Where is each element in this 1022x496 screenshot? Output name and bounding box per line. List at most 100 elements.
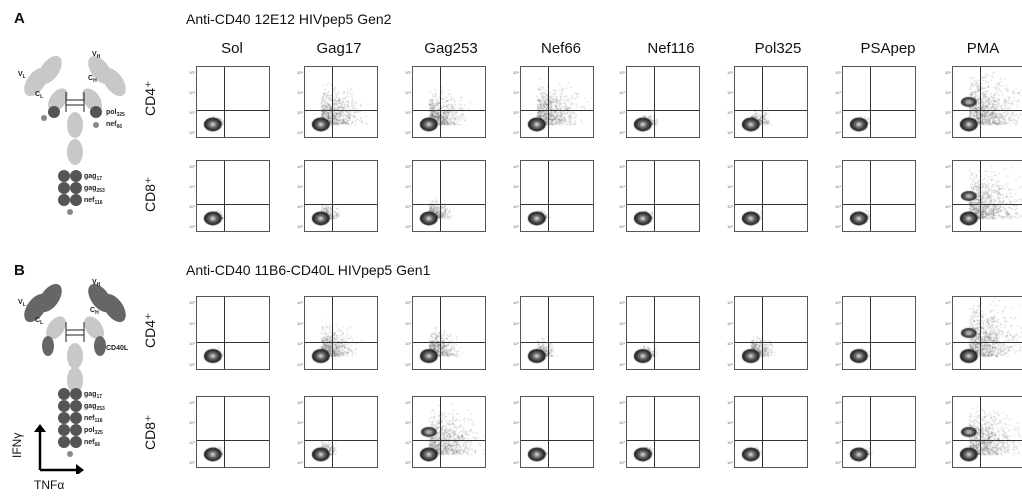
flow-plot-events	[197, 397, 269, 467]
svg-text:pol325: pol325	[84, 427, 103, 436]
flow-plot-events	[197, 297, 269, 369]
y-tick-label: 10³	[297, 341, 303, 347]
y-tick-label: 10³	[727, 341, 733, 347]
y-tick-label: 10³	[619, 341, 625, 347]
flow-plot-b-cd8-gag253	[412, 396, 486, 468]
y-tick-label: 10³	[513, 204, 519, 209]
quadrant-gate-vertical	[654, 161, 655, 231]
y-tick-label: 10⁵	[405, 400, 412, 405]
flow-plot-b-cd4-nef66	[520, 296, 594, 370]
quadrant-gate-horizontal	[843, 204, 915, 205]
quadrant-gate-horizontal	[413, 440, 485, 441]
column-label-nef116: Nef116	[647, 40, 695, 57]
y-tick-label: 10⁴	[513, 90, 520, 95]
x-axis-label: TNFα	[34, 478, 65, 492]
y-tick-label: 10⁴	[945, 90, 952, 95]
y-tick-label: 10²	[835, 130, 841, 135]
y-tick-label: 10³	[189, 110, 195, 115]
quadrant-gate-horizontal	[843, 342, 915, 343]
flow-plot-a-cd8-gag17	[304, 160, 378, 232]
y-tick-label: 10⁵	[945, 300, 952, 305]
quadrant-gate-vertical	[332, 161, 333, 231]
quadrant-gate-vertical	[654, 397, 655, 467]
y-tick-label: 10²	[297, 362, 303, 367]
quadrant-gate-vertical	[654, 67, 655, 137]
y-tick-label: 10³	[945, 204, 951, 209]
flow-plot-events	[413, 297, 485, 369]
svg-text:gag17: gag17	[84, 391, 102, 400]
y-tick-label: 10²	[189, 460, 195, 465]
quadrant-gate-vertical	[762, 67, 763, 137]
quadrant-gate-horizontal	[953, 110, 1022, 111]
y-tick-label: 10⁵	[835, 400, 842, 405]
y-tick-label: 10⁵	[945, 400, 952, 405]
quadrant-gate-horizontal	[627, 440, 699, 441]
y-tick-label: 10⁵	[619, 300, 626, 305]
y-tick-label: 10³	[297, 204, 303, 209]
quadrant-gate-vertical	[870, 67, 871, 137]
column-label-sol: Sol	[221, 40, 243, 57]
flow-plot-events	[305, 67, 377, 137]
y-tick-label: 10⁵	[619, 164, 626, 169]
quadrant-gate-horizontal	[735, 342, 807, 343]
y-tick-label: 10⁴	[835, 90, 842, 95]
flow-plot-events	[627, 161, 699, 231]
flow-plot-b-cd4-gag17	[304, 296, 378, 370]
quadrant-gate-vertical	[224, 297, 225, 369]
y-tick-label: 10³	[189, 440, 195, 445]
y-tick-label: 10³	[189, 204, 195, 209]
y-tick-label: 10³	[513, 341, 519, 347]
quadrant-gate-horizontal	[627, 204, 699, 205]
y-tick-label: 10²	[405, 224, 411, 229]
y-tick-label: 10²	[945, 460, 951, 465]
flow-plot-a-cd8-pma	[952, 160, 1022, 232]
svg-text:gag17: gag17	[84, 173, 102, 182]
y-tick-label: 10⁴	[727, 184, 734, 189]
y-tick-label: 10⁴	[405, 420, 412, 425]
flow-plot-events	[735, 297, 807, 369]
flow-plot-b-cd4-gag253	[412, 296, 486, 370]
y-tick-label: 10⁴	[189, 320, 196, 326]
flow-plot-a-cd4-sol	[196, 66, 270, 138]
quadrant-gate-horizontal	[305, 204, 377, 205]
svg-text:VL: VL	[18, 71, 26, 80]
quadrant-gate-horizontal	[521, 440, 593, 441]
y-tick-label: 10⁴	[619, 184, 626, 189]
y-tick-label: 10⁵	[513, 164, 520, 169]
flow-plot-a-cd4-nef66	[520, 66, 594, 138]
y-tick-label: 10⁵	[405, 300, 412, 305]
panel-b-title: Anti-CD40 11B6-CD40L HIVpep5 Gen1	[186, 262, 431, 278]
y-tick-label: 10²	[945, 224, 951, 229]
y-tick-label: 10³	[189, 341, 195, 347]
flow-plot-events	[735, 397, 807, 467]
flow-plot-events	[521, 397, 593, 467]
y-tick-label: 10⁵	[297, 300, 304, 305]
y-tick-label: 10²	[189, 130, 195, 135]
y-tick-label: 10²	[727, 130, 733, 135]
svg-text:CL: CL	[35, 91, 43, 100]
y-tick-label: 10⁴	[727, 90, 734, 95]
svg-text:CH: CH	[88, 75, 97, 84]
flow-plot-events	[305, 397, 377, 467]
column-label-gag17: Gag17	[316, 40, 362, 57]
flow-plot-a-cd8-psapep	[842, 160, 916, 232]
flow-plot-events	[843, 297, 915, 369]
svg-text:CL: CL	[35, 317, 43, 326]
flow-plot-a-cd4-nef116	[626, 66, 700, 138]
y-tick-label: 10⁴	[405, 320, 412, 326]
y-tick-label: 10⁵	[189, 400, 196, 405]
quadrant-gate-vertical	[440, 67, 441, 137]
antibody-diagram-a: VH VL CH CL pol325 nef66 gag17 gag253 ne…	[18, 51, 126, 215]
quadrant-gate-vertical	[440, 161, 441, 231]
flow-plot-b-cd4-nef116	[626, 296, 700, 370]
quadrant-gate-horizontal	[305, 110, 377, 111]
flow-plot-events	[305, 161, 377, 231]
quadrant-gate-vertical	[548, 297, 549, 369]
y-tick-label: 10³	[727, 204, 733, 209]
y-tick-label: 10⁴	[835, 420, 842, 425]
y-tick-label: 10⁴	[189, 184, 196, 189]
y-tick-label: 10⁵	[835, 164, 842, 169]
y-tick-label: 10⁵	[297, 400, 304, 405]
flow-plot-a-cd8-gag253	[412, 160, 486, 232]
y-tick-label: 10³	[513, 440, 519, 445]
